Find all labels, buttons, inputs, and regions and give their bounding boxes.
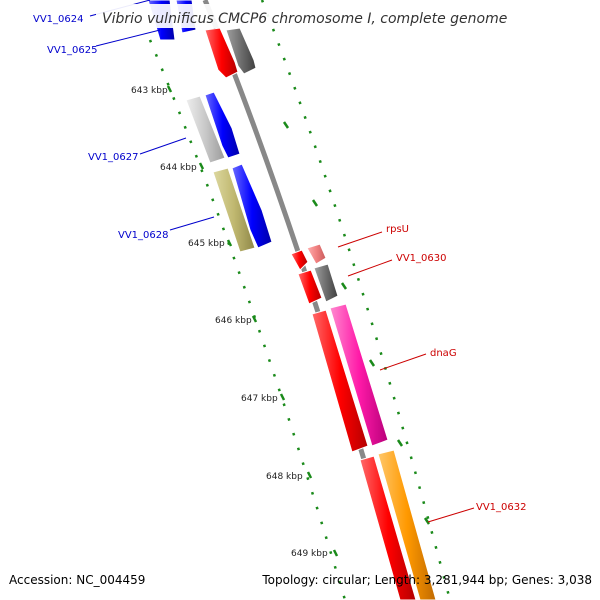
gene-label-vv1-0628[interactable]: VV1_0628 [118, 230, 169, 241]
gene-label-vv1-0625[interactable]: VV1_0625 [47, 45, 98, 56]
gene-feature[interactable] [311, 309, 369, 453]
major-tick [282, 121, 290, 129]
major-tick [332, 549, 339, 557]
tick-label: 644 kbp [160, 163, 197, 173]
gene-label-rpsu[interactable]: rpsU [386, 224, 409, 235]
major-tick [279, 393, 286, 401]
major-tick [198, 162, 205, 170]
title-backdrop [96, 4, 506, 28]
gene-feature[interactable] [231, 163, 273, 249]
tick-label: 648 kbp [266, 472, 303, 482]
leader-line [95, 29, 161, 47]
map-title: Vibrio vulnificus CMCP6 chromosome I, co… [102, 11, 507, 27]
gene-feature[interactable] [359, 455, 417, 600]
gene-feature[interactable] [297, 269, 323, 305]
accession-text: Accession: NC_004459 [9, 573, 146, 587]
gene-label-vv1-0624[interactable]: VV1_0624 [33, 14, 84, 25]
tick-track-outer [260, 0, 452, 600]
tick-label: 643 kbp [131, 86, 168, 96]
tick-label: 645 kbp [188, 239, 225, 249]
major-tick [306, 471, 313, 479]
major-tick [226, 239, 233, 247]
gene-feature[interactable] [329, 303, 389, 447]
gene-label-vv1-0630[interactable]: VV1_0630 [396, 253, 447, 264]
genome-stats-text: Topology: circular; Length: 3,281,944 bp… [262, 573, 592, 587]
major-tick [340, 282, 348, 290]
gene-feature[interactable] [290, 249, 309, 271]
gene-features [147, 0, 437, 600]
major-tick [166, 85, 173, 93]
tick-label: 649 kbp [291, 549, 328, 559]
gene-feature[interactable] [313, 263, 339, 303]
major-tick [396, 439, 404, 447]
gene-feature[interactable] [204, 91, 241, 159]
leader-line [139, 137, 187, 155]
major-tick [251, 315, 258, 323]
gene-label-dnag[interactable]: dnaG [430, 348, 457, 359]
gene-feature[interactable] [212, 167, 256, 253]
major-ticks [166, 85, 431, 557]
gene-feature[interactable] [185, 95, 226, 164]
gene-label-vv1-0632[interactable]: VV1_0632 [476, 502, 527, 513]
gene-label-vv1-0627[interactable]: VV1_0627 [88, 152, 139, 163]
major-tick [423, 517, 431, 525]
tick-label: 647 kbp [241, 394, 278, 404]
leader-line [169, 216, 215, 231]
gene-feature[interactable] [377, 449, 437, 600]
leader-line [379, 353, 427, 371]
gene-feature[interactable] [306, 243, 327, 265]
leader-line [337, 231, 383, 248]
tick-label: 646 kbp [215, 316, 252, 326]
leader-line [347, 259, 393, 277]
major-tick [311, 199, 319, 207]
major-tick [368, 359, 376, 367]
leader-line [427, 507, 475, 523]
